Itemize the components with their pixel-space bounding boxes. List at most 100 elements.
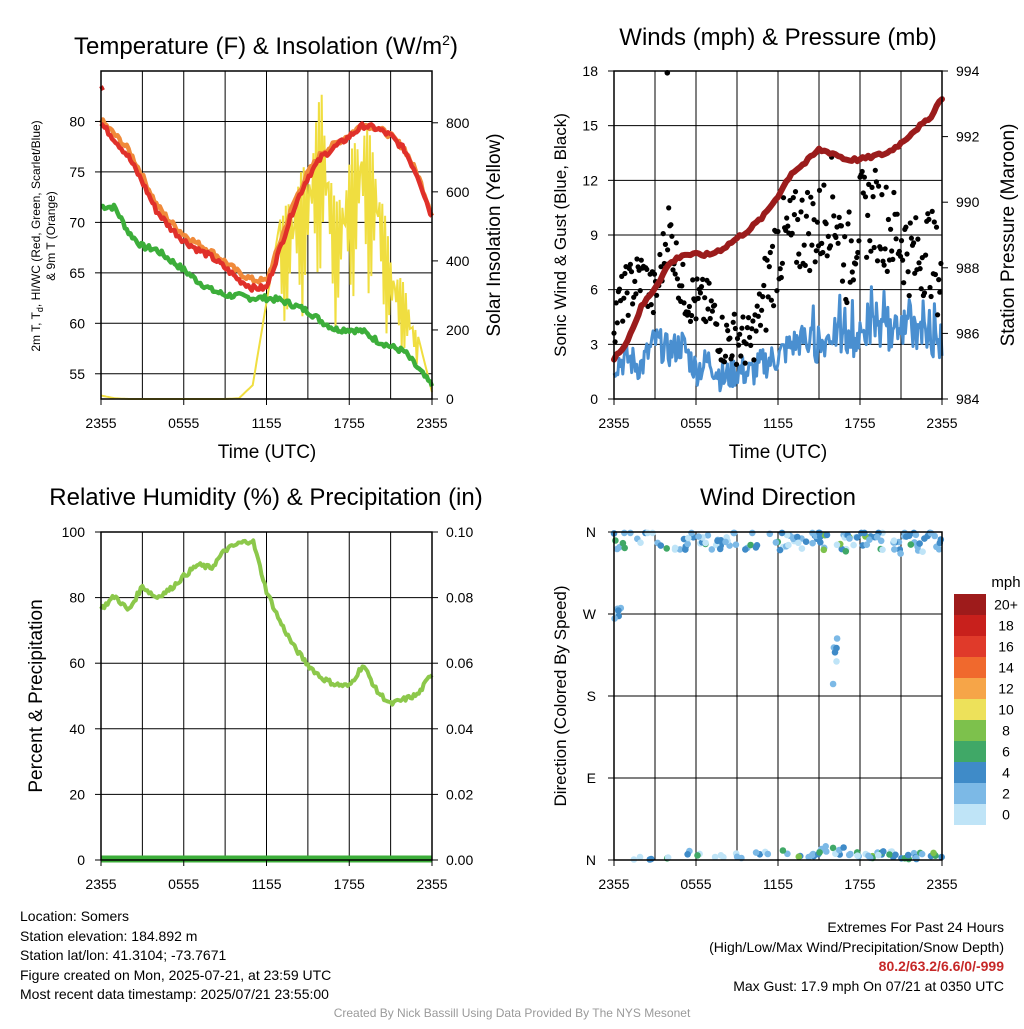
direction-point [776,546,784,554]
gust-point [814,219,821,225]
direction-point [829,680,837,688]
x-tick-label: 2355 [926,415,957,431]
gust-point [801,242,807,248]
gust-point [627,261,634,267]
gust-point [890,256,896,262]
pressure-ylabel: Station Pressure (Maroon) [998,124,1019,347]
gust-point [779,260,786,266]
legend-swatch [954,678,986,699]
gust-point [687,318,694,324]
y-tick-label: 40 [69,721,85,737]
gust-point [873,179,880,185]
gust-point [933,224,940,230]
gust-point [870,194,876,200]
gust-point [916,260,922,266]
gust-point [871,244,877,251]
gust-point [673,240,679,246]
y-tick-label: 65 [69,265,85,281]
y-tick-label: 15 [582,118,598,134]
direction-point [918,850,926,858]
gust-point [766,264,772,270]
x-tick-label: 1755 [844,415,875,431]
gust-point [889,248,895,254]
direction-point [711,853,719,861]
location-text: Location: Somers [20,908,129,924]
x-tick-label: 1755 [334,415,365,431]
y2-tick-label: 600 [446,184,470,200]
temperature-ylabel-2: & 9m T (Orange) [44,191,58,281]
direction-point [644,529,651,537]
gust-point [721,359,728,365]
x-tick-label: 0555 [168,876,199,892]
gust-point [898,238,905,244]
gust-point [820,249,826,256]
gust-point [859,168,865,175]
gust-point [937,289,943,295]
gust-point [813,248,819,254]
gust-point [654,292,660,298]
y-tick-label: 80 [69,113,85,129]
gust-point [936,277,942,283]
gust-point [803,213,810,219]
dewpoint-line [100,202,435,388]
gust-point [769,243,776,249]
temperature-ylabel: 2m T, Td, HI/WC (Red, Green, Scarlet/Blu… [29,120,45,351]
direction-point [636,853,644,861]
gust-point [860,190,866,196]
gust-point [791,212,798,218]
direction-point [778,529,786,537]
gust-point [686,303,693,310]
direction-point [907,541,915,548]
direction-point [816,529,823,537]
y2-tick-label: 0.00 [446,852,473,868]
gust-point [838,223,845,229]
gust-point [931,219,937,225]
gust-point [767,249,773,256]
gust-point [867,238,873,244]
direction-point [694,852,701,859]
direction-point [627,529,634,537]
extremes-values: 80.2/63.2/6.6/0/-999 [878,958,1004,975]
legend-label: 6 [1002,744,1010,760]
gust-point [880,258,886,264]
legend-label: 2 [1002,786,1010,802]
gust-point [908,235,915,241]
gust-point [802,262,808,268]
x-tick-label: 1155 [763,415,793,431]
gust-point [775,228,781,235]
direction-point [613,545,621,553]
gust-point [845,221,851,227]
gust-point [648,302,654,308]
y2-tick-label: 992 [956,129,980,145]
direction-point [912,531,920,539]
gust-point [816,187,823,193]
x-tick-label: 2355 [85,876,116,892]
gust-point [894,211,900,217]
gust-point [884,268,890,274]
y2-tick-label: 984 [956,391,980,407]
humidity-series [99,538,434,863]
y-tick-label: 75 [69,164,85,180]
gust-point [921,290,928,296]
gust-point [625,312,631,318]
direction-point [747,541,754,549]
temperature-xlabel: Time (UTC) [218,442,317,463]
direction-point [833,658,840,665]
direction-point [805,853,812,861]
gust-point [760,294,766,300]
x-tick-label: 0555 [680,415,711,431]
gust-point [789,230,795,236]
gust-point [736,342,742,348]
gust-point [831,213,837,219]
gust-point [799,197,805,203]
gust-point [712,302,718,308]
gust-point [620,318,626,324]
gust-point [616,286,623,292]
direction-point [842,548,850,555]
x-tick-label: 1755 [334,876,365,892]
gust-point [749,326,755,332]
gust-point [680,261,686,267]
gust-point [633,291,639,297]
max-gust-text: Max Gust: 17.9 mph On 07/21 at 0350 UTC [733,977,1004,994]
direction-point [916,540,923,547]
